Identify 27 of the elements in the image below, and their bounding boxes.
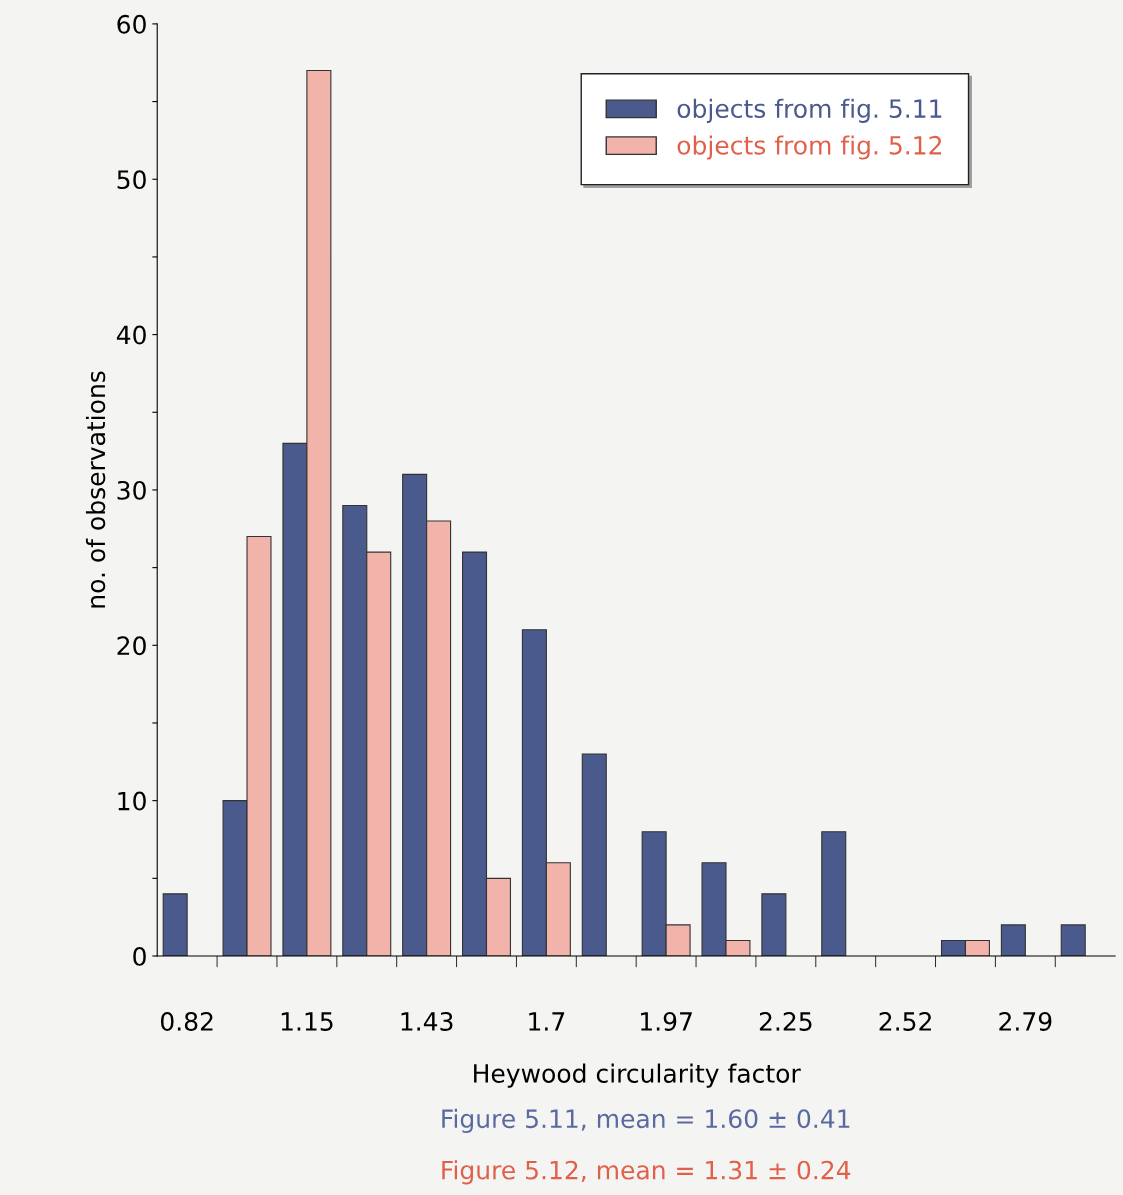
bar <box>1000 924 1026 956</box>
y-tick-label: 10 <box>118 791 146 811</box>
y-tick-label: 50 <box>117 170 146 190</box>
legend-label: objects from fig. 5.11 <box>677 98 942 123</box>
bar <box>761 893 787 956</box>
caption: Figure 5.12, mean = 1.31 ± 0.24 <box>442 1160 851 1185</box>
x-tick-label: 2.52 <box>879 1012 931 1031</box>
y-tick-label: 0 <box>133 946 146 966</box>
y-tick-label: 60 <box>117 14 146 34</box>
y-axis-title: no. of observations <box>85 371 106 608</box>
y-tick-label: 20 <box>117 636 146 656</box>
y-tick-label: 40 <box>116 325 146 345</box>
x-tick-label: 2.25 <box>759 1012 812 1031</box>
bar <box>821 831 847 956</box>
x-tick-label: 1.97 <box>641 1012 692 1031</box>
x-tick-label: 2.79 <box>999 1012 1052 1031</box>
x-axis-title: Heywood circularity factor <box>474 1063 801 1088</box>
caption: Figure 5.11, mean = 1.60 ± 0.41 <box>442 1108 850 1134</box>
bar <box>162 893 188 956</box>
x-tick-label: 0.82 <box>160 1012 213 1031</box>
bar <box>1060 924 1086 956</box>
x-tick-label: 1.43 <box>401 1012 453 1031</box>
x-tick-label: 1.7 <box>529 1012 565 1031</box>
legend-label: objects from fig. 5.12 <box>677 135 942 160</box>
y-tick-label: 30 <box>117 480 146 500</box>
bar <box>581 753 607 956</box>
x-tick-label: 1.15 <box>281 1012 333 1031</box>
